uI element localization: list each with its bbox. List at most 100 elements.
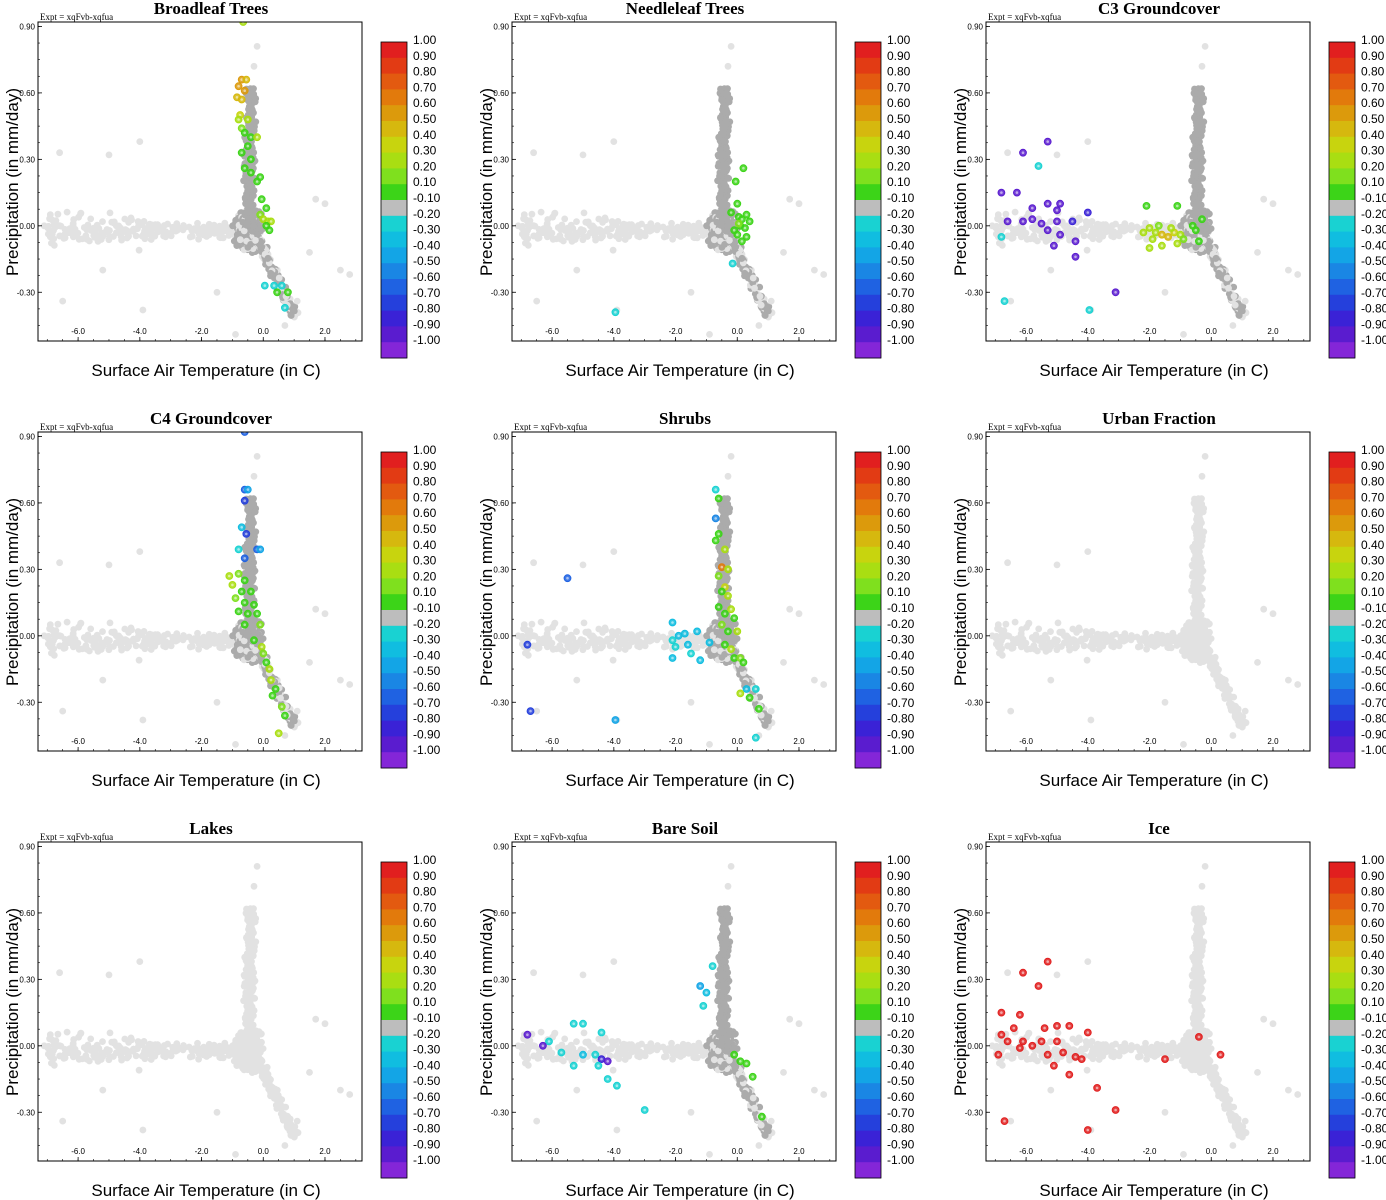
bg-point [78, 235, 86, 243]
colorbar-swatch [381, 215, 407, 232]
x-tick-label: -6.0 [545, 327, 559, 336]
colorbar-label: 0.80 [1361, 65, 1385, 79]
panel-title: C3 Groundcover [1098, 0, 1220, 18]
data-point-highlight [1015, 191, 1019, 194]
bg-point [687, 288, 695, 296]
bg-point [254, 231, 261, 239]
bg-point [1198, 222, 1206, 230]
bg-point [1004, 232, 1012, 240]
data-point-highlight [1194, 228, 1198, 232]
colorbar-swatch [1329, 105, 1355, 122]
bg-point [569, 225, 577, 232]
bg-point [1198, 174, 1205, 182]
colorbar-swatch [855, 263, 881, 280]
data-point-highlight [243, 131, 246, 135]
bg-point [346, 271, 354, 278]
colorbar-label: -0.30 [413, 223, 441, 237]
bg-point [250, 85, 257, 92]
data-point-highlight [1169, 226, 1173, 230]
bg-point [220, 223, 228, 231]
bg-point [732, 243, 740, 251]
colorbar-frame [380, 41, 408, 359]
y-tick-label: -0.30 [17, 288, 36, 297]
data-point-highlight [1176, 242, 1179, 245]
data-point-highlight [263, 284, 267, 287]
bg-point [148, 224, 156, 232]
bg-point [75, 213, 82, 221]
colorbar-label: 1.00 [413, 33, 437, 47]
bg-point [1088, 218, 1096, 225]
colorbar-swatch [381, 136, 407, 153]
colorbar-label: -0.10 [413, 191, 441, 205]
bg-point [1194, 90, 1202, 97]
bg-point [233, 242, 241, 250]
bg-point [171, 633, 178, 641]
bg-point [727, 43, 735, 50]
data-point-highlight [1006, 220, 1009, 223]
bg-point [57, 222, 65, 230]
bg-point [719, 199, 727, 207]
colorbar-swatch [1329, 200, 1355, 217]
bg-point [1080, 232, 1088, 240]
colorbar-label: -0.90 [887, 317, 915, 331]
colorbar-label: -0.20 [887, 207, 915, 221]
y-tick-label: 0.90 [493, 22, 509, 31]
bg-point [761, 311, 769, 319]
bg-point [720, 180, 728, 188]
bg-point [786, 195, 794, 203]
data-point-highlight [745, 213, 748, 216]
colorbar-label: 0.50 [1361, 112, 1385, 126]
data-point-highlight [265, 224, 268, 228]
bg-point [1191, 208, 1199, 216]
colorbar-label: 0.60 [1361, 96, 1385, 110]
bg-point [195, 235, 203, 243]
x-tick-label: -2.0 [669, 327, 683, 336]
bg-point [110, 233, 117, 240]
data-point-highlight [272, 284, 276, 287]
bg-point [1180, 331, 1187, 338]
data-points [997, 137, 1206, 314]
bg-point [1235, 311, 1243, 319]
bg-point [634, 222, 642, 229]
bg-point [138, 642, 146, 650]
bg-point [195, 640, 203, 648]
bg-point [1269, 200, 1277, 208]
bg-point [1191, 193, 1198, 201]
bg-point [258, 243, 266, 251]
colorbar: 1.000.900.800.700.600.500.400.300.200.10… [1328, 33, 1386, 359]
bg-point [1047, 218, 1054, 226]
colorbar-swatch [855, 294, 881, 311]
colorbar-swatch [381, 57, 407, 74]
bg-point [56, 232, 64, 240]
bg-point [1231, 301, 1239, 309]
data-point-highlight [1000, 235, 1003, 239]
x-tick-label: 0.0 [258, 327, 270, 336]
bg-point [40, 222, 48, 230]
data-point-highlight [1151, 237, 1154, 241]
bg-point [247, 241, 255, 248]
bg-point [1084, 138, 1092, 146]
bg-point [1201, 43, 1209, 50]
colorbar-swatch [855, 184, 881, 201]
bg-point [243, 631, 251, 639]
bg-point [520, 211, 528, 219]
colorbar-label: -0.40 [413, 238, 441, 252]
data-point-highlight [1160, 244, 1164, 247]
colorbar-swatch [855, 121, 881, 138]
x-tick-label: -4.0 [607, 327, 621, 336]
data-point-highlight [1058, 233, 1062, 236]
data-point-highlight [748, 220, 751, 223]
panel-title: Needleleaf Trees [626, 0, 745, 18]
bg-point [717, 208, 725, 216]
colorbar-swatch [1329, 231, 1355, 248]
colorbar-swatch [381, 294, 407, 311]
data-point-highlight [732, 228, 736, 232]
bg-point [590, 226, 597, 234]
bg-point [71, 228, 79, 236]
bg-point [1161, 288, 1169, 296]
data-point-highlight [1074, 255, 1077, 259]
colorbar-swatch [855, 136, 881, 153]
colorbar-label: 0.60 [887, 96, 911, 110]
